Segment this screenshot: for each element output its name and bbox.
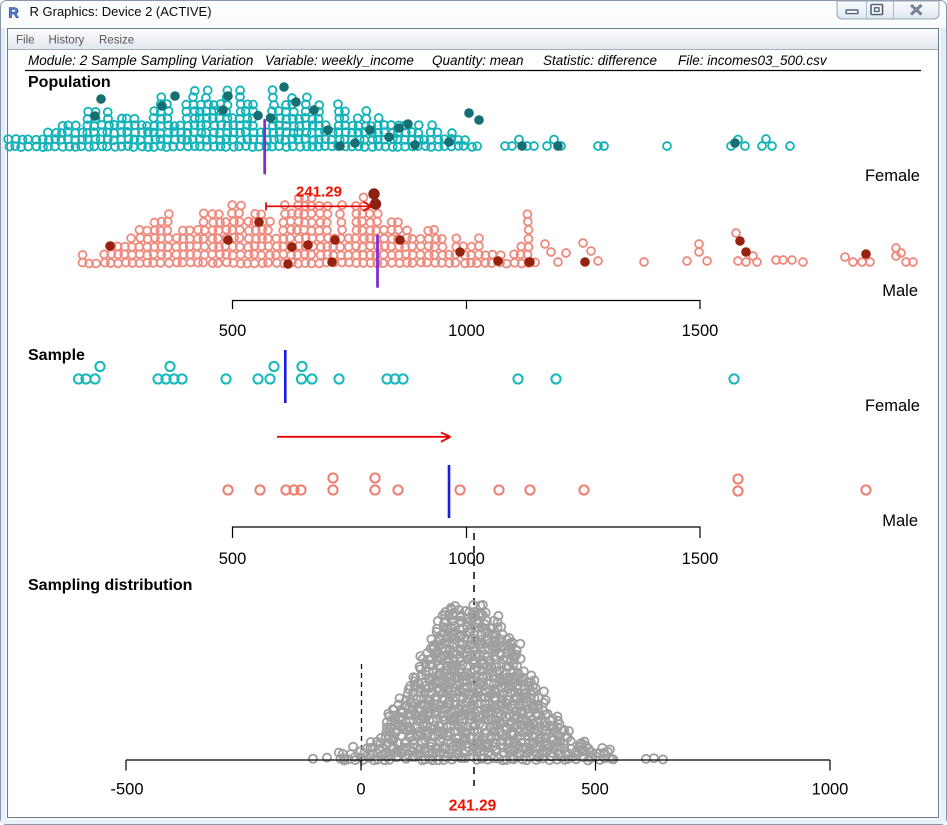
svg-text:R Graphics: Device 2 (ACTIVE): R Graphics: Device 2 (ACTIVE): [30, 4, 212, 19]
svg-text:Male: Male: [882, 512, 918, 530]
svg-text:Quantity: mean: Quantity: mean: [432, 53, 524, 68]
svg-text:1000: 1000: [448, 550, 485, 568]
svg-text:R: R: [9, 6, 20, 22]
svg-text:Resize: Resize: [99, 35, 134, 47]
svg-text:0: 0: [356, 781, 365, 799]
svg-text:Female: Female: [865, 167, 920, 185]
svg-text:1000: 1000: [812, 781, 849, 799]
svg-text:241.29: 241.29: [449, 798, 497, 815]
svg-text:1500: 1500: [682, 550, 719, 568]
svg-text:Sampling distribution: Sampling distribution: [28, 577, 192, 594]
svg-text:Female: Female: [865, 397, 920, 415]
svg-text:500: 500: [219, 550, 247, 568]
svg-text:File: File: [16, 35, 35, 47]
svg-text:1000: 1000: [448, 322, 485, 340]
svg-text:500: 500: [219, 322, 247, 340]
svg-text:R: R: [8, 6, 19, 22]
svg-text:Male: Male: [882, 282, 918, 300]
svg-text:241.29: 241.29: [296, 184, 342, 201]
svg-text:Population: Population: [28, 74, 111, 91]
svg-text:Statistic: difference: Statistic: difference: [543, 53, 657, 68]
svg-text:500: 500: [581, 781, 609, 799]
svg-text:Module: 2 Sample Sampling Vari: Module: 2 Sample Sampling Variation: [28, 53, 253, 68]
svg-text:-500: -500: [110, 781, 143, 799]
svg-text:R: R: [8, 5, 19, 21]
svg-text:Sample: Sample: [28, 347, 85, 364]
svg-text:Variable: weekly_income: Variable: weekly_income: [265, 53, 414, 68]
svg-text:1500: 1500: [682, 322, 719, 340]
svg-text:History: History: [49, 35, 85, 47]
svg-text:File: incomes03_500.csv: File: incomes03_500.csv: [678, 53, 828, 68]
